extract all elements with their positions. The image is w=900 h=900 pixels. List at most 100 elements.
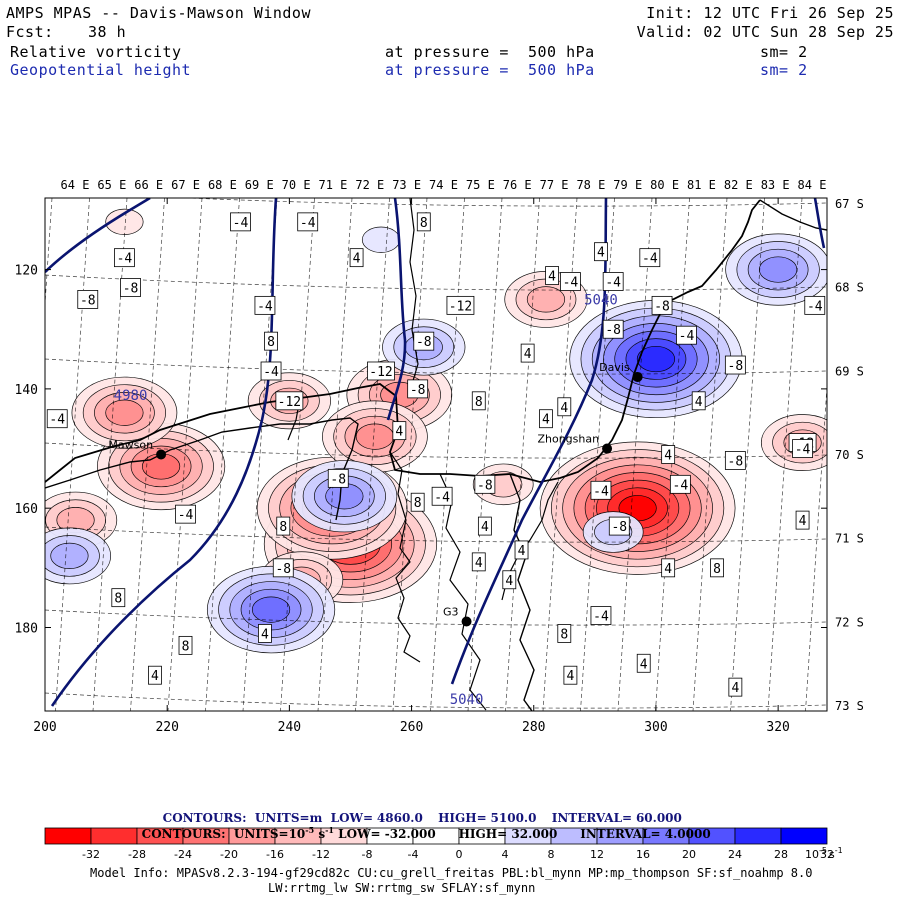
app-title: AMPS MPAS -- Davis-Mawson Window	[6, 4, 311, 22]
latitude-label: 69 S	[835, 364, 864, 378]
meridian-line	[317, 198, 353, 711]
svg-text:8: 8	[475, 395, 483, 410]
contour-label: 4	[514, 540, 529, 560]
svg-text:-8: -8	[611, 520, 627, 535]
svg-text:-4: -4	[593, 484, 609, 499]
svg-text:-4: -4	[807, 299, 823, 314]
vorticity-contours-interval: 4.0000	[664, 827, 711, 841]
svg-text:-8: -8	[416, 335, 432, 350]
vorticity-feature	[71, 376, 178, 449]
contour-label: -12	[446, 295, 475, 315]
svg-text:-8: -8	[330, 472, 346, 487]
vorticity-feature	[361, 226, 401, 253]
longitude-label: 82 E	[724, 178, 753, 192]
svg-text:-8: -8	[654, 299, 670, 314]
contour-label: 8	[710, 558, 724, 578]
contour-label: -8	[474, 474, 496, 494]
longitude-label: 64 E	[61, 178, 90, 192]
longitude-label: 73 E	[392, 178, 421, 192]
contour-label: 4	[636, 653, 651, 673]
meridian-line	[242, 198, 278, 711]
x-tick-label: 280	[522, 720, 545, 735]
svg-text:-4: -4	[679, 329, 695, 344]
y-tick-label: 140	[15, 383, 38, 398]
x-tick-label: 220	[155, 720, 178, 735]
meridian-line	[392, 198, 428, 711]
forecast-label: Fcst:	[6, 23, 54, 41]
field2-pressure: at pressure = 500 hPa	[385, 61, 595, 79]
svg-text:-4: -4	[605, 276, 621, 291]
svg-text:4: 4	[640, 657, 648, 672]
svg-text:-12: -12	[278, 395, 301, 410]
plot-frame	[44, 197, 828, 712]
svg-text:-8: -8	[123, 281, 139, 296]
colorbar-tick-label: -28	[128, 848, 146, 861]
colorbar-tick-label: -8	[362, 848, 373, 861]
svg-text:4: 4	[542, 413, 550, 428]
vorticity-units-exp: -5	[305, 825, 315, 835]
contour-label: 8	[416, 212, 431, 232]
latitude-label: 72 S	[835, 615, 864, 629]
contour-label: -8	[608, 516, 630, 536]
contour-label: -4	[230, 212, 251, 232]
station-marker: Mawson	[108, 439, 167, 460]
longitude-label: 67 E	[171, 178, 200, 192]
svg-text:-8: -8	[605, 323, 621, 338]
svg-text:8: 8	[279, 520, 287, 535]
svg-text:8: 8	[713, 562, 721, 577]
contour-label: -4	[804, 295, 826, 315]
vorticity-contours-info: CONTOURS: UNITS=10-5 s-1 LOW= -32.000 HI…	[134, 811, 711, 841]
x-tick-label: 200	[33, 720, 56, 735]
contour-label: -4	[590, 480, 612, 500]
contour-label: 4	[545, 266, 559, 285]
colorbar-tick-label: 28	[774, 848, 788, 861]
vorticity-feature	[725, 233, 827, 306]
contour-label: 4	[148, 665, 162, 685]
colorbar-tick-label: 24	[728, 848, 742, 861]
field2-name: Geopotential height	[10, 61, 192, 79]
svg-text:Davis: Davis	[599, 361, 630, 374]
colorbar-tick-label: 12	[590, 848, 604, 861]
meridian-line	[355, 198, 390, 711]
y-tick-label: 180	[15, 621, 38, 636]
contour-label: -12	[367, 361, 395, 381]
height-contours-info: CONTOURS: UNITS=m LOW= 4860.0 HIGH= 5100…	[155, 797, 682, 825]
contour-label: -8	[724, 451, 746, 470]
colorbar-tick-label: -4	[408, 848, 419, 861]
height-contours-high: 5100.0	[490, 811, 537, 825]
contour-label: 4	[471, 552, 486, 572]
contour-label: -4	[431, 486, 453, 506]
station-marker: G3	[443, 606, 472, 627]
contour-label: 8	[471, 391, 486, 411]
svg-text:G3: G3	[443, 606, 459, 619]
field2-smoothing: sm= 2	[760, 61, 808, 79]
colorbar-tick-label: 8	[548, 848, 555, 861]
svg-text:4: 4	[524, 347, 532, 362]
svg-text:-4: -4	[642, 252, 658, 267]
y-tick-label: 120	[15, 264, 38, 279]
meridian-line	[655, 198, 690, 711]
meridian-line	[130, 198, 165, 711]
contour-label: -4	[114, 248, 135, 268]
svg-text:4: 4	[518, 544, 526, 559]
contour-label: 8	[410, 492, 425, 512]
vorticity-feature	[206, 565, 336, 654]
contour-label: -4	[46, 409, 68, 429]
svg-text:4: 4	[261, 627, 269, 642]
meridian-line	[45, 198, 53, 309]
contour-label: 4	[520, 343, 535, 363]
height-contours-label: CONTOURS: UNITS=m LOW=	[162, 811, 374, 825]
contour-label: 8	[264, 331, 278, 351]
contour-label: -4	[639, 248, 661, 268]
svg-text:-4: -4	[49, 413, 65, 428]
latitude-label: 67 S	[835, 197, 864, 211]
svg-text:4: 4	[566, 669, 574, 684]
contour-label: 8	[178, 635, 193, 655]
parallel-line	[45, 609, 827, 626]
svg-text:4: 4	[799, 514, 807, 529]
vorticity-contours-high-label: HIGH=	[458, 827, 508, 841]
longitude-label: 79 E	[613, 178, 642, 192]
contour-label: 4	[349, 248, 364, 268]
colorbar-swatch	[734, 827, 782, 845]
vorticity-feature	[539, 441, 736, 575]
